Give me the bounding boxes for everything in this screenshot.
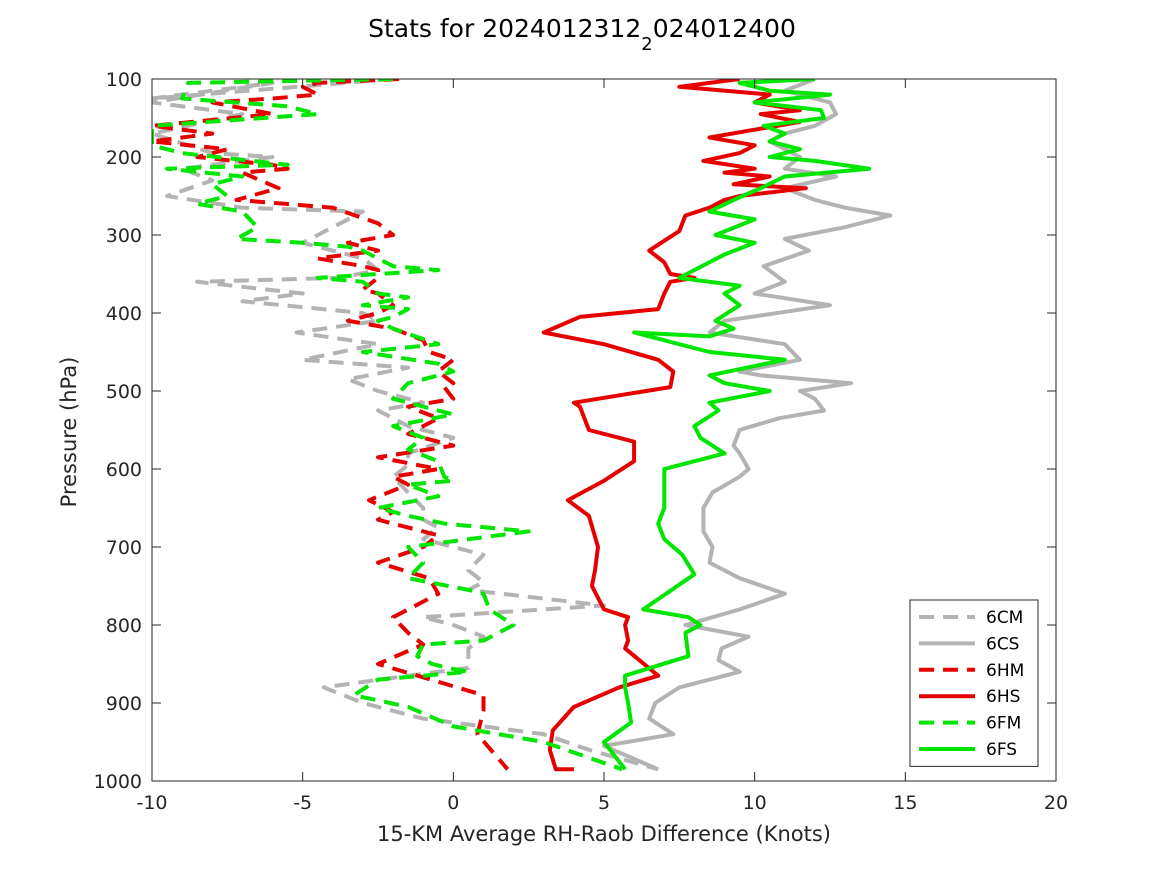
y-tick-label: 400: [106, 303, 142, 325]
series-line-6cs: [602, 79, 893, 772]
y-tick-label: 700: [106, 537, 142, 559]
legend-label-6cs: 6CS: [986, 634, 1019, 654]
legend-label-6hs: 6HS: [986, 687, 1020, 707]
x-tick-label: 5: [598, 792, 610, 814]
legend: 6CM 6CS 6HM 6HS 6FM 6FS: [909, 599, 1039, 767]
x-tick-label: -5: [293, 792, 312, 814]
x-axis-title: 15-KM Average RH-Raob Difference (Knots): [377, 822, 831, 846]
legend-label-6fs: 6FS: [986, 740, 1017, 760]
axes: -10 -5 0 5 10 15 20 100 200 300 400 500 600 700 800 900…: [94, 69, 1068, 814]
legend-box: [909, 599, 1039, 767]
x-tick-label: -10: [136, 792, 167, 814]
x-tick-label: 10: [743, 792, 767, 814]
y-tick-label: 1000: [94, 771, 142, 793]
legend-label-6hm: 6HM: [986, 661, 1024, 681]
chart-title: Stats for 20240123122024012400: [368, 14, 796, 55]
y-tick-label: 300: [106, 225, 142, 247]
x-tick-label: 0: [447, 792, 459, 814]
series-line-6hs: [541, 79, 808, 772]
y-tick-label: 500: [106, 381, 142, 403]
series-line-6cm: [152, 79, 659, 772]
series-line-6fs: [602, 79, 872, 771]
y-axis-title: Pressure (hPa): [57, 357, 81, 508]
x-tick-label: 15: [893, 792, 917, 814]
series-line-6hm: [152, 79, 510, 771]
series-line-6fm: [152, 79, 623, 772]
y-tick-label: 100: [106, 69, 142, 91]
y-tick-label: 600: [106, 459, 142, 481]
y-tick-label: 900: [106, 693, 142, 715]
y-tick-label: 800: [106, 615, 142, 637]
legend-label-6fm: 6FM: [986, 714, 1021, 734]
legend-label-6cm: 6CM: [986, 608, 1023, 628]
y-tick-label: 200: [106, 147, 142, 169]
x-tick-label: 20: [1044, 792, 1068, 814]
plot-area: [152, 79, 893, 772]
